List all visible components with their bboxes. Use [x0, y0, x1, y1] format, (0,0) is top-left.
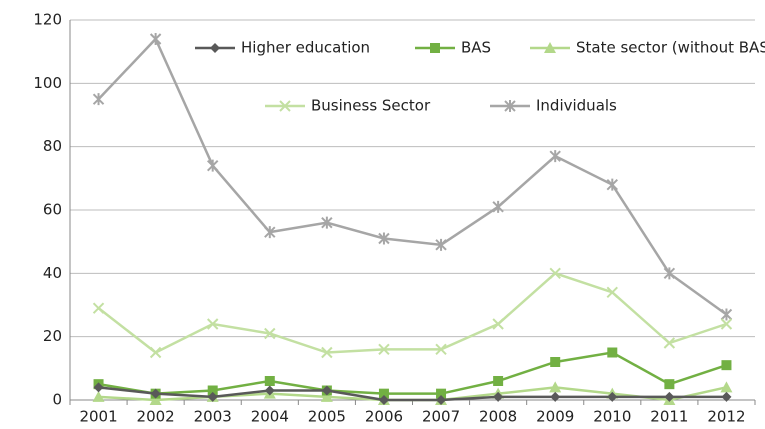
- data-point: [378, 232, 390, 245]
- data-point: [664, 379, 675, 390]
- data-point: [93, 382, 104, 393]
- data-point: [92, 390, 105, 402]
- data-point: [721, 391, 732, 402]
- series-line: [97, 271, 727, 354]
- data-point: [549, 150, 561, 163]
- x-tick-label: 2011: [650, 408, 688, 426]
- data-point: [720, 318, 733, 330]
- data-point: [663, 337, 676, 349]
- data-point: [549, 381, 562, 393]
- series-line: [97, 36, 728, 316]
- data-point: [606, 286, 618, 299]
- x-tick-label: 2006: [365, 408, 403, 426]
- x-tick-label: 2002: [137, 408, 175, 426]
- x-tick-label: 2004: [251, 408, 289, 426]
- data-point: [606, 178, 618, 191]
- data-point: [92, 93, 105, 106]
- series-line: [98, 386, 727, 402]
- series-line: [98, 351, 727, 395]
- data-point: [264, 226, 276, 239]
- data-point: [493, 391, 504, 402]
- data-point: [550, 357, 561, 367]
- data-point: [378, 343, 390, 356]
- legend-marker: [544, 42, 556, 53]
- y-tick-label: 0: [52, 391, 62, 409]
- data-point: [436, 388, 447, 399]
- data-point: [149, 346, 162, 359]
- data-point: [149, 33, 162, 45]
- x-tick-label: 2001: [79, 408, 117, 426]
- data-point: [320, 390, 333, 402]
- x-tick-label: 2007: [422, 408, 460, 426]
- x-tick-label: 2005: [308, 408, 346, 426]
- x-tick-label: 2012: [707, 408, 745, 426]
- data-point: [607, 391, 618, 402]
- data-point: [321, 216, 333, 229]
- data-point: [664, 391, 675, 402]
- data-point: [264, 385, 275, 396]
- y-tick-label: 80: [43, 137, 62, 155]
- x-tick-label: 2009: [536, 408, 574, 426]
- data-point: [321, 346, 333, 359]
- y-tick-label: 40: [43, 264, 62, 282]
- legend-label: State sector (without BAS): [576, 39, 765, 57]
- data-point: [321, 385, 332, 396]
- data-point: [207, 391, 218, 402]
- legend-label: Business Sector: [311, 97, 431, 115]
- y-tick-label: 120: [33, 11, 62, 29]
- data-point: [264, 376, 275, 386]
- data-point: [378, 395, 389, 405]
- legend-marker: [430, 43, 440, 53]
- legend-marker: [504, 100, 516, 112]
- data-point: [549, 267, 561, 280]
- data-point: [92, 302, 105, 314]
- data-point: [150, 388, 161, 399]
- data-point: [721, 360, 732, 371]
- legend-label: Individuals: [536, 97, 617, 115]
- data-point: [436, 395, 447, 405]
- legend-marker: [279, 100, 291, 112]
- data-point: [663, 267, 676, 280]
- data-point: [720, 381, 733, 393]
- data-point: [720, 308, 733, 321]
- y-tick-label: 20: [43, 327, 62, 345]
- data-point: [207, 318, 219, 330]
- legend-marker: [210, 43, 220, 53]
- data-point: [607, 347, 618, 358]
- x-tick-label: 2008: [479, 408, 517, 426]
- y-tick-label: 100: [33, 74, 62, 92]
- y-tick-label: 60: [43, 201, 62, 219]
- data-point: [378, 388, 389, 399]
- data-point: [493, 376, 504, 386]
- data-point: [492, 200, 504, 213]
- data-point: [435, 343, 447, 356]
- data-point: [492, 318, 504, 330]
- legend-label: Higher education: [241, 39, 370, 57]
- x-tick-label: 2010: [593, 408, 631, 426]
- data-point: [207, 385, 218, 396]
- data-point: [264, 327, 276, 340]
- data-point: [550, 391, 561, 402]
- data-point: [207, 159, 219, 172]
- data-point: [435, 238, 447, 251]
- x-tick-label: 2003: [194, 408, 232, 426]
- legend-label: BAS: [461, 39, 491, 57]
- data-point: [149, 394, 162, 405]
